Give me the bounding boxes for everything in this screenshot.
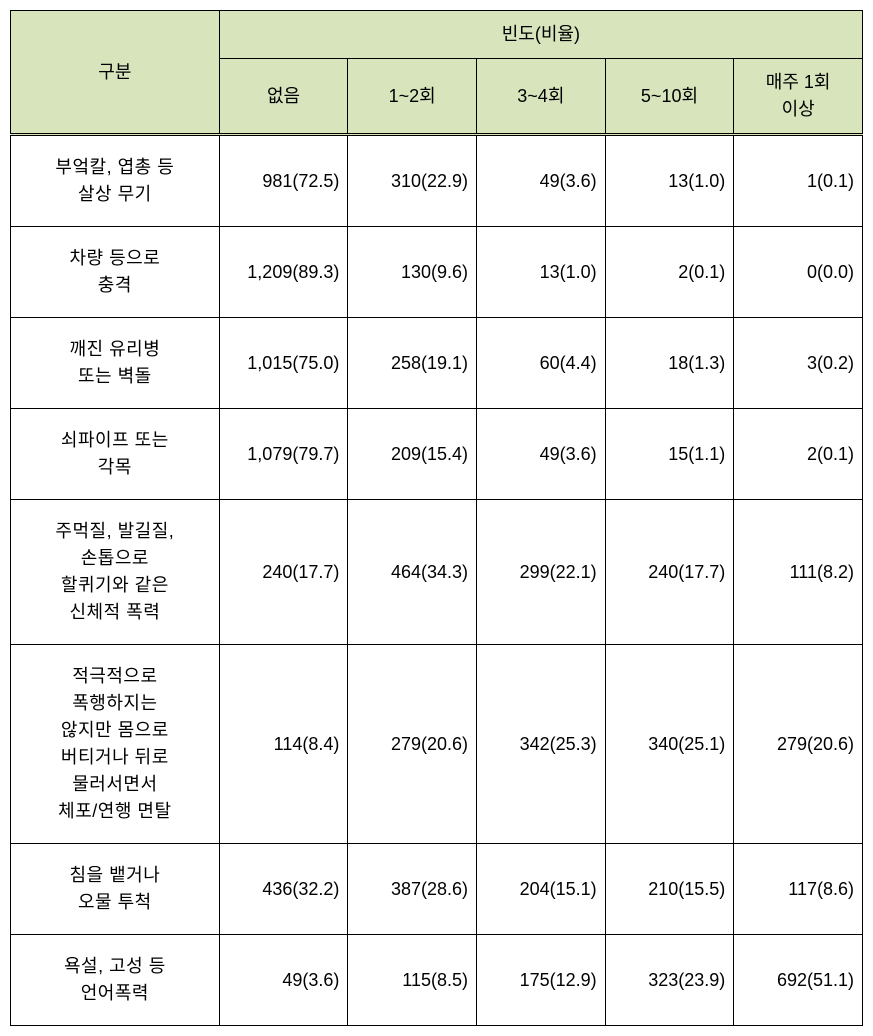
data-cell: 1,015(75.0) xyxy=(219,318,348,409)
data-cell: 981(72.5) xyxy=(219,135,348,227)
data-cell: 13(1.0) xyxy=(477,227,606,318)
data-cell: 49(3.6) xyxy=(477,409,606,500)
data-cell: 2(0.1) xyxy=(734,409,863,500)
col-header-2: 3~4회 xyxy=(477,59,606,135)
data-cell: 279(20.6) xyxy=(734,645,863,844)
data-cell: 111(8.2) xyxy=(734,500,863,645)
data-cell: 240(17.7) xyxy=(605,500,734,645)
table-row: 쇠파이프 또는각목 1,079(79.7) 209(15.4) 49(3.6) … xyxy=(11,409,863,500)
data-cell: 1(0.1) xyxy=(734,135,863,227)
row-label: 욕설, 고성 등언어폭력 xyxy=(11,935,220,1026)
table-body: 부엌칼, 엽총 등살상 무기 981(72.5) 310(22.9) 49(3.… xyxy=(11,135,863,1026)
row-label: 부엌칼, 엽총 등살상 무기 xyxy=(11,135,220,227)
frequency-table: 구분 빈도(비율) 없음 1~2회 3~4회 5~10회 매주 1회이상 부엌칼… xyxy=(10,10,863,1026)
data-cell: 323(23.9) xyxy=(605,935,734,1026)
table-row: 욕설, 고성 등언어폭력 49(3.6) 115(8.5) 175(12.9) … xyxy=(11,935,863,1026)
data-cell: 258(19.1) xyxy=(348,318,477,409)
row-label: 적극적으로폭행하지는않지만 몸으로버티거나 뒤로물러서면서체포/연행 면탈 xyxy=(11,645,220,844)
data-cell: 18(1.3) xyxy=(605,318,734,409)
table-header: 구분 빈도(비율) 없음 1~2회 3~4회 5~10회 매주 1회이상 xyxy=(11,11,863,135)
data-cell: 464(34.3) xyxy=(348,500,477,645)
data-cell: 49(3.6) xyxy=(219,935,348,1026)
table-row: 깨진 유리병또는 벽돌 1,015(75.0) 258(19.1) 60(4.4… xyxy=(11,318,863,409)
data-cell: 279(20.6) xyxy=(348,645,477,844)
data-cell: 115(8.5) xyxy=(348,935,477,1026)
data-cell: 49(3.6) xyxy=(477,135,606,227)
col-header-4: 매주 1회이상 xyxy=(734,59,863,135)
data-cell: 117(8.6) xyxy=(734,844,863,935)
table-row: 침을 뱉거나오물 투척 436(32.2) 387(28.6) 204(15.1… xyxy=(11,844,863,935)
table-row: 적극적으로폭행하지는않지만 몸으로버티거나 뒤로물러서면서체포/연행 면탈 11… xyxy=(11,645,863,844)
data-cell: 114(8.4) xyxy=(219,645,348,844)
header-category: 구분 xyxy=(11,11,220,135)
data-cell: 1,079(79.7) xyxy=(219,409,348,500)
row-label: 침을 뱉거나오물 투척 xyxy=(11,844,220,935)
table-row: 부엌칼, 엽총 등살상 무기 981(72.5) 310(22.9) 49(3.… xyxy=(11,135,863,227)
data-cell: 130(9.6) xyxy=(348,227,477,318)
row-label: 차량 등으로충격 xyxy=(11,227,220,318)
data-cell: 210(15.5) xyxy=(605,844,734,935)
row-label: 쇠파이프 또는각목 xyxy=(11,409,220,500)
data-cell: 15(1.1) xyxy=(605,409,734,500)
data-cell: 692(51.1) xyxy=(734,935,863,1026)
data-cell: 436(32.2) xyxy=(219,844,348,935)
data-cell: 310(22.9) xyxy=(348,135,477,227)
col-header-3: 5~10회 xyxy=(605,59,734,135)
data-cell: 60(4.4) xyxy=(477,318,606,409)
data-cell: 3(0.2) xyxy=(734,318,863,409)
col-header-1: 1~2회 xyxy=(348,59,477,135)
data-cell: 299(22.1) xyxy=(477,500,606,645)
data-cell: 209(15.4) xyxy=(348,409,477,500)
table-row: 차량 등으로충격 1,209(89.3) 130(9.6) 13(1.0) 2(… xyxy=(11,227,863,318)
data-cell: 204(15.1) xyxy=(477,844,606,935)
data-cell: 342(25.3) xyxy=(477,645,606,844)
row-label: 주먹질, 발길질,손톱으로할퀴기와 같은신체적 폭력 xyxy=(11,500,220,645)
data-cell: 0(0.0) xyxy=(734,227,863,318)
data-cell: 2(0.1) xyxy=(605,227,734,318)
data-cell: 13(1.0) xyxy=(605,135,734,227)
row-label: 깨진 유리병또는 벽돌 xyxy=(11,318,220,409)
data-cell: 1,209(89.3) xyxy=(219,227,348,318)
data-cell: 240(17.7) xyxy=(219,500,348,645)
data-cell: 175(12.9) xyxy=(477,935,606,1026)
header-frequency: 빈도(비율) xyxy=(219,11,862,59)
col-header-0: 없음 xyxy=(219,59,348,135)
data-cell: 340(25.1) xyxy=(605,645,734,844)
table-row: 주먹질, 발길질,손톱으로할퀴기와 같은신체적 폭력 240(17.7) 464… xyxy=(11,500,863,645)
data-cell: 387(28.6) xyxy=(348,844,477,935)
